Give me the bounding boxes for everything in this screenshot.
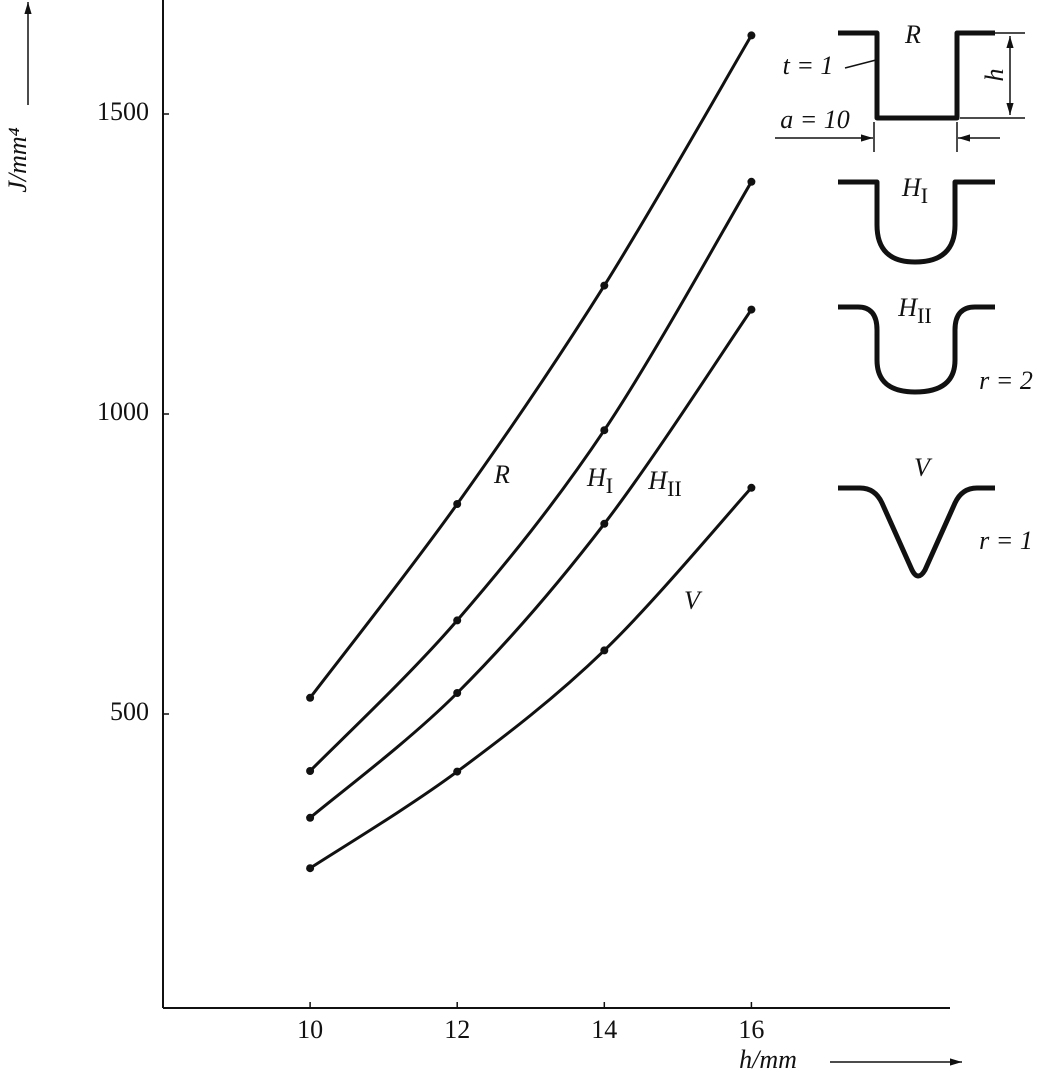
leader [844,59,877,69]
series-label: HII [897,293,931,328]
data-point [600,646,609,655]
x-tick-label: 12 [444,1015,470,1044]
annotation: r = 1 [979,526,1033,555]
data-point [453,767,462,776]
data-point [306,864,315,873]
series-label: HI [586,463,613,498]
data-point [747,483,756,492]
series-label: R [904,20,921,49]
x-tick-label: 16 [738,1015,764,1044]
annotation: a = 10 [780,105,850,134]
x-axis-label: h/mm [739,1045,797,1074]
series-line [309,308,753,819]
annotation: r = 2 [979,366,1033,395]
series-label: V [914,453,933,482]
data-point [453,500,462,508]
x-tick-label: 10 [297,1015,323,1044]
data-point [600,519,609,528]
annotation: h [980,69,1009,82]
data-point [306,693,315,702]
data-point [747,177,756,186]
profile-v [838,485,995,579]
profile-h1 [838,179,995,265]
data-point [306,813,315,822]
series-line [308,34,753,699]
data-point [453,689,462,697]
y-tick-label: 1500 [97,97,149,126]
data-point [453,616,462,625]
y-tick-label: 500 [110,697,149,726]
profile-h2 [838,304,995,395]
series-label: V [684,586,703,615]
annotation: t = 1 [783,51,834,80]
data-point [747,31,756,40]
y-axis-label: J/mm⁴ [3,127,32,192]
series-label: HII [647,466,681,501]
series-label: R [493,460,510,489]
y-tick-label: 1000 [97,397,149,426]
data-point [600,281,609,290]
series-label: HI [901,173,928,208]
data-point [600,426,609,435]
series-line [309,181,753,773]
data-point [747,305,756,314]
x-tick-label: 14 [591,1015,617,1044]
data-point [306,767,315,775]
series-line [309,486,753,870]
